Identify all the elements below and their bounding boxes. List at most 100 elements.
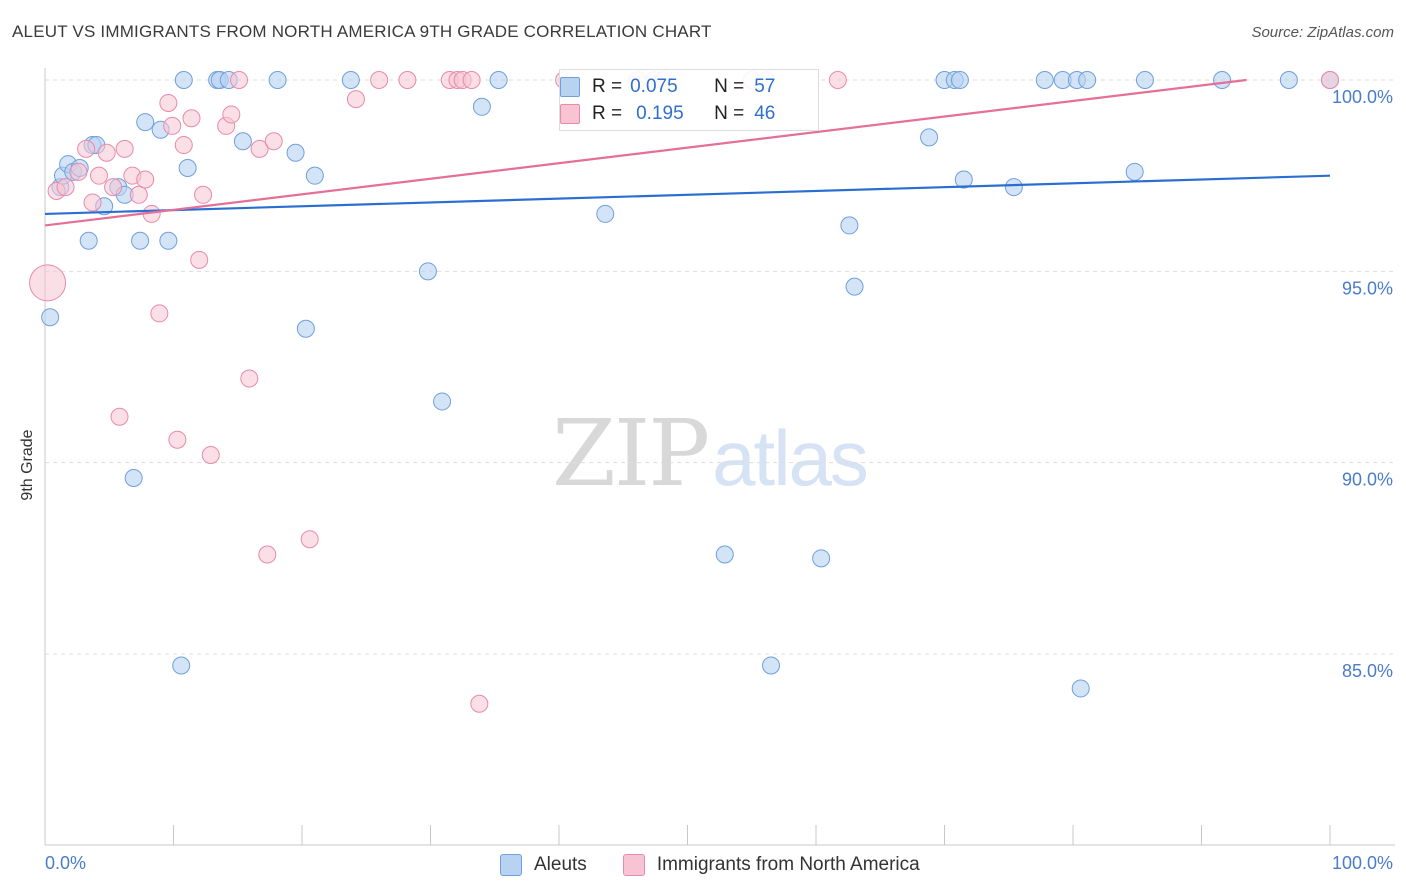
immigrant-point xyxy=(56,178,75,197)
immigrant-point xyxy=(104,178,123,197)
x-tick-label: 100.0% xyxy=(1332,853,1393,873)
aleut-point xyxy=(341,71,360,89)
immigrant-point xyxy=(222,105,241,124)
aleut-point xyxy=(1078,71,1097,89)
aleuts-swatch xyxy=(500,854,522,876)
aleut-point xyxy=(1125,162,1144,181)
aleut-point xyxy=(1135,71,1154,89)
aleut-point xyxy=(136,113,155,132)
aleut-point xyxy=(489,71,508,89)
aleut-point xyxy=(1071,679,1090,698)
immigrant-point xyxy=(77,139,96,158)
immigrant-point xyxy=(89,166,108,185)
aleut-point xyxy=(920,128,939,147)
immigrant-point xyxy=(182,109,201,128)
immigrant-point xyxy=(136,170,155,189)
tick-label-layer: 100.0% 95.0% 90.0% 85.0% 0.0% 100.0% xyxy=(45,87,1393,873)
series-legend-aleuts[interactable]: Aleuts xyxy=(500,854,587,876)
aleut-point xyxy=(596,204,615,223)
immigrants-swatch xyxy=(622,854,645,876)
immigrant-point xyxy=(346,90,365,109)
immigrants-label: Immigrants from North America xyxy=(656,854,920,875)
legend-swatch-immigrants xyxy=(560,104,580,124)
immigrant-point xyxy=(83,193,102,212)
legend-n-label: N = xyxy=(714,76,745,97)
legend-row-aleuts: R = 0.075 N = 57 xyxy=(560,75,776,99)
legend-swatch-aleuts xyxy=(560,77,580,97)
immigrant-point xyxy=(174,136,193,155)
aleut-point xyxy=(233,132,252,151)
immigrant-point xyxy=(97,143,116,162)
source-credit: Source: ZipAtlas.com xyxy=(1251,24,1394,41)
immigrant-point xyxy=(150,304,169,323)
immigrant-point xyxy=(159,93,178,112)
aleut-point xyxy=(472,97,491,116)
watermark-zip: ZIP xyxy=(552,400,710,507)
immigrant-point xyxy=(300,530,319,549)
legend-r-label: R = xyxy=(592,76,623,97)
y-tick-label: 95.0% xyxy=(1342,278,1393,298)
legend-n-value: 46 xyxy=(754,103,776,124)
x-tick-label: 0.0% xyxy=(45,853,86,873)
series-legend: Aleuts Immigrants from North America xyxy=(500,852,956,878)
legend-n-label: N = xyxy=(714,103,745,124)
aleut-point xyxy=(715,545,734,564)
y-tick-label: 90.0% xyxy=(1342,470,1393,490)
aleut-point xyxy=(840,216,859,235)
legend-r-value: 0.195 xyxy=(636,103,684,124)
immigrant-point xyxy=(470,694,489,713)
series-legend-immigrants[interactable]: Immigrants from North America xyxy=(622,854,920,876)
aleut-point xyxy=(124,468,143,487)
trend-layer xyxy=(44,78,1331,227)
aleut-point xyxy=(1004,178,1023,197)
y-tick-label: 100.0% xyxy=(1332,87,1393,107)
immigrant-point xyxy=(230,71,249,89)
immigrant-point xyxy=(115,139,134,158)
aleuts-trend-line xyxy=(44,174,1331,216)
y-axis-label: 9th Grade xyxy=(19,429,36,501)
legend-n-value: 57 xyxy=(754,76,776,97)
immigrants-trend-line xyxy=(44,78,1247,227)
immigrant-point xyxy=(201,446,220,465)
immigrant-point xyxy=(250,139,269,158)
aleut-point xyxy=(950,71,969,89)
watermark-atlas: atlas xyxy=(712,414,869,502)
aleut-point xyxy=(1213,71,1232,89)
y-tick-label: 85.0% xyxy=(1342,661,1393,681)
aleut-point xyxy=(286,143,305,162)
aleut-point xyxy=(268,71,287,89)
immigrant-point xyxy=(110,407,129,426)
immigrant-point xyxy=(194,185,213,204)
stats-legend: R = 0.075 N = 57 R = 0.195 N = 46 xyxy=(559,69,819,131)
aleut-point xyxy=(296,319,315,338)
watermark: ZIPatlas xyxy=(552,400,869,507)
aleut-point xyxy=(1279,71,1298,89)
aleut-point xyxy=(41,308,60,327)
axis-layer xyxy=(44,68,1395,846)
grid-layer xyxy=(45,79,1395,655)
aleut-point xyxy=(1035,71,1054,89)
aleut-point xyxy=(762,656,781,675)
immigrant-point xyxy=(29,264,67,302)
immigrant-point xyxy=(163,116,182,135)
immigrant-point xyxy=(69,162,88,181)
immigrant-point xyxy=(190,250,209,269)
legend-r-value: 0.075 xyxy=(630,76,678,97)
aleut-point xyxy=(845,277,864,296)
chart-title: ALEUT VS IMMIGRANTS FROM NORTH AMERICA 9… xyxy=(12,22,712,41)
immigrant-point xyxy=(828,71,847,89)
aleut-point xyxy=(433,392,452,411)
immigrant-point xyxy=(370,71,389,89)
legend-row-immigrants: R = 0.195 N = 46 xyxy=(560,102,776,126)
aleut-point xyxy=(305,166,324,185)
aleuts-label: Aleuts xyxy=(534,854,587,875)
aleut-point xyxy=(178,159,197,178)
aleut-point xyxy=(172,656,191,675)
aleuts-points xyxy=(41,71,1339,698)
immigrant-point xyxy=(264,132,283,151)
immigrant-point xyxy=(1321,71,1339,89)
immigrant-point xyxy=(398,71,417,89)
aleut-point xyxy=(812,549,831,568)
immigrant-point xyxy=(258,545,277,564)
